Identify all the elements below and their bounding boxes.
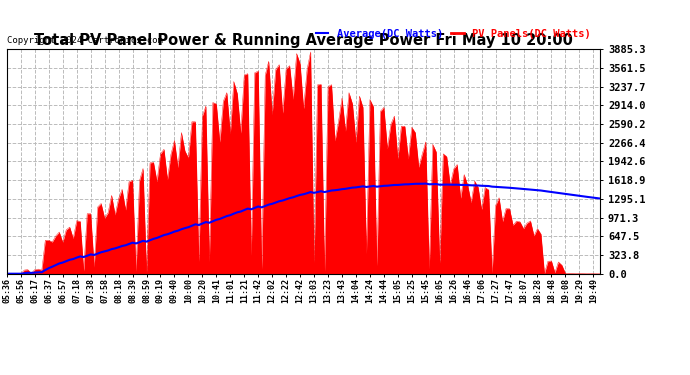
Title: Total PV Panel Power & Running Average Power Fri May 10 20:00: Total PV Panel Power & Running Average P…	[34, 33, 573, 48]
Text: Copyright 2024 Cartronics.com: Copyright 2024 Cartronics.com	[7, 36, 163, 45]
Legend: Average(DC Watts), PV Panels(DC Watts): Average(DC Watts), PV Panels(DC Watts)	[312, 25, 595, 43]
